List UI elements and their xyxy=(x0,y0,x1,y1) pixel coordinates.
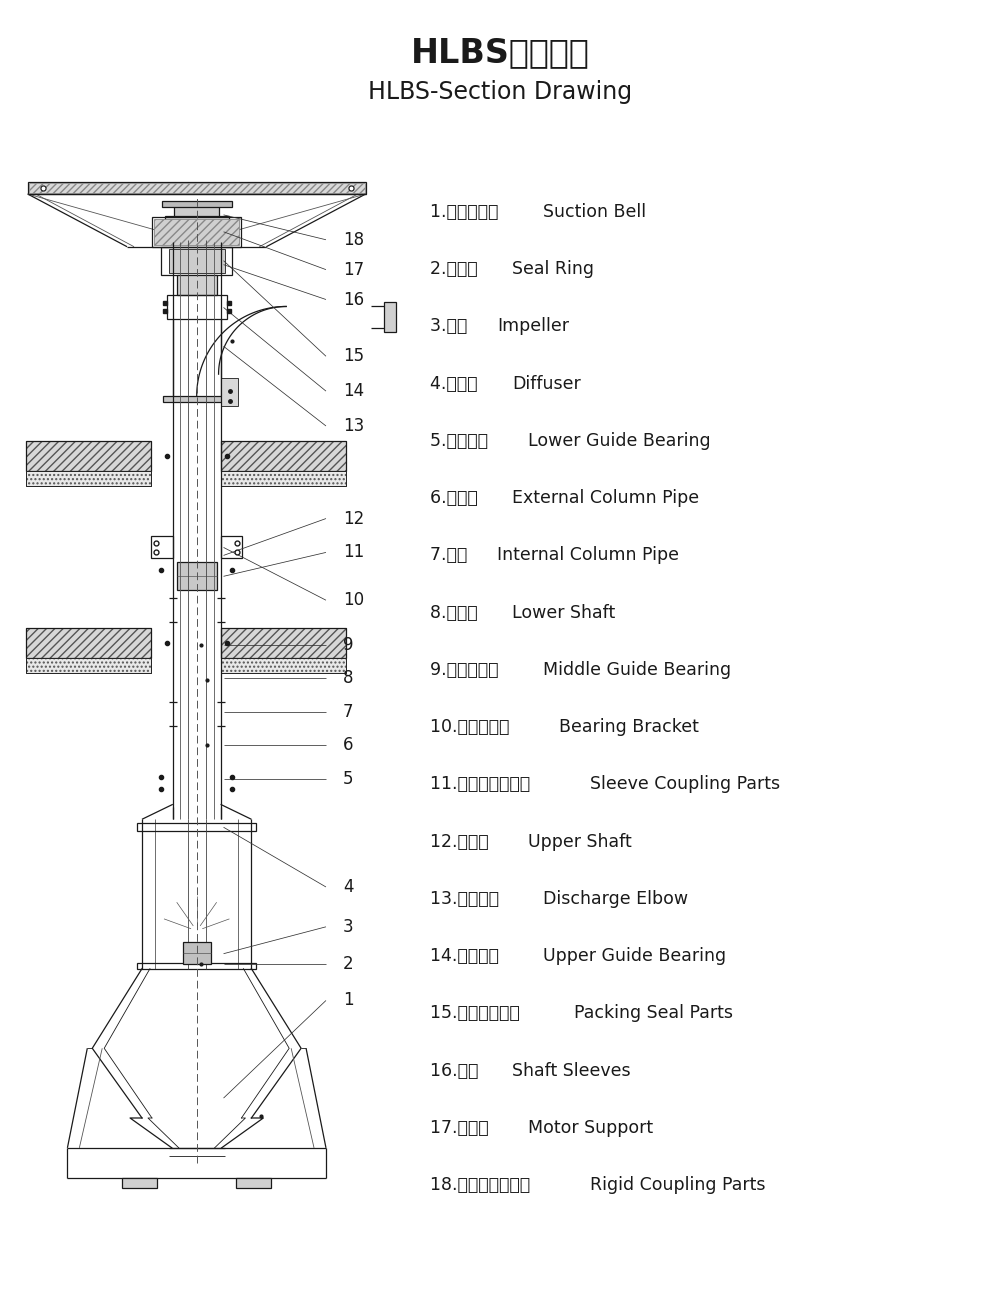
Text: 1.吸入喇叭口: 1.吸入喇叭口 xyxy=(430,203,504,221)
Bar xyxy=(177,274,217,295)
Bar xyxy=(151,537,173,559)
Text: 13: 13 xyxy=(343,417,364,436)
Text: 17.电机座: 17.电机座 xyxy=(430,1119,495,1138)
Bar xyxy=(161,247,232,274)
Text: 17: 17 xyxy=(343,260,364,278)
Text: 4: 4 xyxy=(343,878,353,896)
Bar xyxy=(221,441,346,471)
Bar xyxy=(183,941,211,963)
Text: 18: 18 xyxy=(343,231,364,248)
Text: Shaft Sleeves: Shaft Sleeves xyxy=(512,1062,631,1080)
Bar xyxy=(221,378,238,406)
Bar xyxy=(221,658,346,673)
Text: Seal Ring: Seal Ring xyxy=(512,260,594,278)
Text: 12.上主轴: 12.上主轴 xyxy=(430,833,500,850)
Bar xyxy=(221,628,346,658)
Text: 18.刚性联轴器部件: 18.刚性联轴器部件 xyxy=(430,1176,536,1195)
Bar xyxy=(26,441,151,471)
Bar xyxy=(122,1178,157,1188)
Text: 16: 16 xyxy=(343,290,364,308)
Text: Motor Support: Motor Support xyxy=(528,1119,653,1138)
Bar xyxy=(221,471,346,486)
Text: Lower Shaft: Lower Shaft xyxy=(512,603,616,621)
Bar xyxy=(384,303,396,333)
Bar xyxy=(26,471,151,486)
Text: 10.中间轴承座: 10.中间轴承座 xyxy=(430,718,521,736)
Bar xyxy=(26,658,151,673)
Bar xyxy=(29,183,365,192)
Text: Bearing Bracket: Bearing Bracket xyxy=(559,718,699,736)
Text: 16.轴套: 16.轴套 xyxy=(430,1062,484,1080)
Text: Rigid Coupling Parts: Rigid Coupling Parts xyxy=(590,1176,765,1195)
Text: 11: 11 xyxy=(343,543,364,562)
Text: 9: 9 xyxy=(343,636,353,654)
Bar xyxy=(26,441,151,471)
Bar xyxy=(137,963,256,968)
Text: 2.密封环: 2.密封环 xyxy=(430,260,489,278)
Bar xyxy=(221,658,346,673)
Text: Discharge Elbow: Discharge Elbow xyxy=(543,891,688,907)
Bar xyxy=(221,441,346,471)
Bar xyxy=(167,295,227,320)
Text: Diffuser: Diffuser xyxy=(512,374,581,393)
Text: 10: 10 xyxy=(343,592,364,610)
Bar xyxy=(26,471,151,486)
Text: HLBS型结构图: HLBS型结构图 xyxy=(411,36,589,69)
Text: 14.上导轴承: 14.上导轴承 xyxy=(430,948,505,965)
Text: 4.导叶体: 4.导叶体 xyxy=(430,374,483,393)
Text: Sleeve Coupling Parts: Sleeve Coupling Parts xyxy=(590,775,780,793)
Text: 8: 8 xyxy=(343,670,353,686)
Bar xyxy=(26,658,151,673)
Text: 6.外接管: 6.外接管 xyxy=(430,489,489,507)
Text: 5.下导轴承: 5.下导轴承 xyxy=(430,432,499,450)
Bar xyxy=(165,216,229,239)
Text: Middle Guide Bearing: Middle Guide Bearing xyxy=(543,660,731,679)
Text: 1: 1 xyxy=(343,992,354,1010)
Text: 7: 7 xyxy=(343,703,353,720)
Bar xyxy=(162,202,232,207)
Text: Impeller: Impeller xyxy=(497,317,569,335)
Text: HLBS-Section Drawing: HLBS-Section Drawing xyxy=(368,81,632,104)
Bar xyxy=(236,1178,271,1188)
Bar xyxy=(163,396,231,402)
Bar xyxy=(221,471,346,486)
Bar xyxy=(169,248,225,273)
Text: Upper Shaft: Upper Shaft xyxy=(528,833,632,850)
Bar xyxy=(174,205,219,216)
Text: 14: 14 xyxy=(343,382,364,400)
Bar xyxy=(154,218,239,244)
Text: Suction Bell: Suction Bell xyxy=(543,203,646,221)
Bar xyxy=(177,563,217,590)
Text: 8.下主轴: 8.下主轴 xyxy=(430,603,489,621)
Text: Upper Guide Bearing: Upper Guide Bearing xyxy=(543,948,726,965)
Bar xyxy=(28,182,366,194)
Bar xyxy=(26,628,151,658)
Text: 3.叶轮: 3.叶轮 xyxy=(430,317,479,335)
Text: External Column Pipe: External Column Pipe xyxy=(512,489,700,507)
Bar xyxy=(221,628,346,658)
Text: 9.中间导轴承: 9.中间导轴承 xyxy=(430,660,510,679)
Bar xyxy=(137,823,256,831)
Text: 15.填料密封部件: 15.填料密封部件 xyxy=(430,1005,526,1022)
Text: Packing Seal Parts: Packing Seal Parts xyxy=(574,1005,733,1022)
Text: 7.护管: 7.护管 xyxy=(430,546,479,564)
Bar xyxy=(221,537,242,559)
Text: 2: 2 xyxy=(343,954,354,972)
Text: 13.出水弯管: 13.出水弯管 xyxy=(430,891,505,907)
Text: 15: 15 xyxy=(343,347,364,365)
Text: 11.套筒联轴器部件: 11.套筒联轴器部件 xyxy=(430,775,542,793)
Text: 5: 5 xyxy=(343,771,353,788)
Text: 6: 6 xyxy=(343,736,353,754)
Text: Lower Guide Bearing: Lower Guide Bearing xyxy=(528,432,710,450)
Bar xyxy=(26,628,151,658)
Text: Internal Column Pipe: Internal Column Pipe xyxy=(497,546,679,564)
Text: 3: 3 xyxy=(343,918,354,936)
Bar xyxy=(152,217,241,247)
Text: 12: 12 xyxy=(343,510,364,528)
